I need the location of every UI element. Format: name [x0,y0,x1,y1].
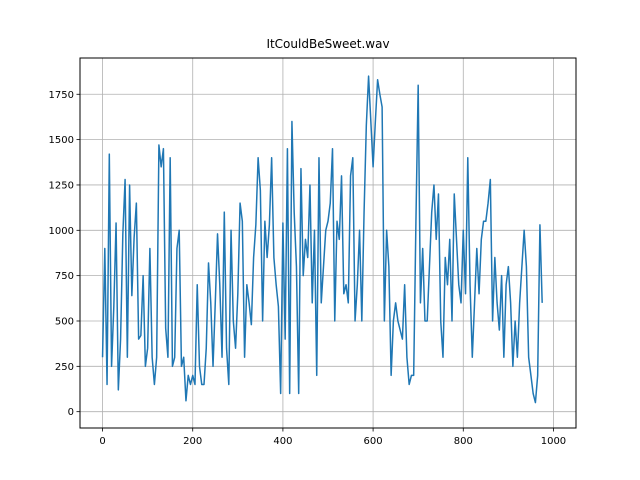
y-tick-label: 0 [68,407,74,418]
x-axis: 0 200 400 600 800 1000 [99,428,566,447]
x-tick-label: 0 [99,436,105,447]
y-tick-label: 500 [55,316,74,327]
x-tick-label: 600 [364,436,383,447]
y-axis: 0 250 500 750 1000 1250 1500 1750 [49,90,80,418]
y-tick-label: 250 [55,362,74,373]
y-tick-label: 1500 [49,135,74,146]
x-tick-label: 200 [183,436,202,447]
series-line [101,75,543,404]
x-tick-label: 1000 [541,436,566,447]
chart-title: ItCouldBeSweet.wav [266,37,389,51]
y-tick-label: 1750 [49,90,74,101]
y-tick-label: 750 [55,271,74,282]
y-tick-label: 1000 [49,226,74,237]
plot-frame [79,57,577,429]
x-tick-label: 400 [273,436,292,447]
y-tick-label: 1250 [49,180,74,191]
plot-series [101,75,543,404]
x-tick-label: 800 [454,436,473,447]
